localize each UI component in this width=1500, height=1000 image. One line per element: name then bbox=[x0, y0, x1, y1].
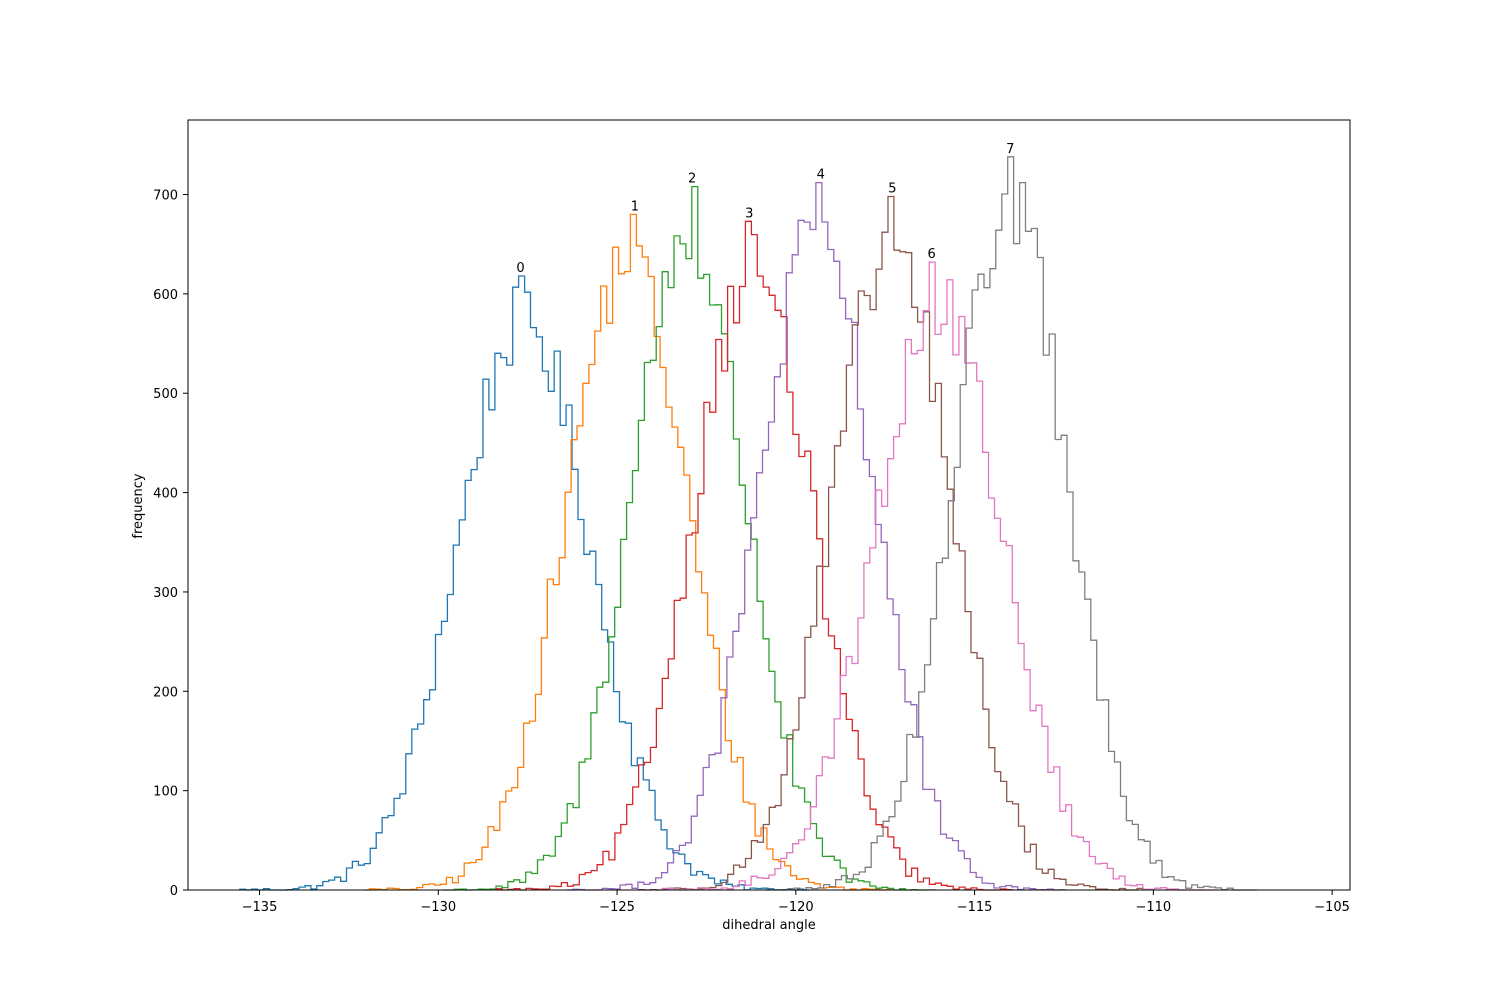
histogram-series-6 bbox=[661, 261, 1215, 891]
peak-label-5: 5 bbox=[888, 182, 896, 197]
peak-label-3: 3 bbox=[745, 206, 753, 221]
y-tick-label: 300 bbox=[153, 586, 178, 601]
y-tick-label: 400 bbox=[153, 487, 178, 502]
peak-label-7: 7 bbox=[1006, 142, 1014, 157]
peak-label-0: 0 bbox=[516, 261, 524, 276]
y-tick-label: 600 bbox=[153, 288, 178, 303]
peak-label-1: 1 bbox=[631, 199, 639, 214]
plot-frame bbox=[187, 119, 1351, 891]
y-axis: 0 100 200 300 400 500 600 700 bbox=[153, 189, 188, 899]
y-tick-label: 200 bbox=[153, 685, 178, 700]
histogram-series bbox=[239, 156, 1257, 891]
y-tick-label: 700 bbox=[153, 189, 178, 204]
x-tick-label: −105 bbox=[1314, 900, 1350, 915]
x-tick-label: −115 bbox=[957, 900, 993, 915]
x-tick-label: −135 bbox=[242, 900, 278, 915]
x-axis-label: dihedral angle bbox=[722, 918, 815, 933]
x-tick-label: −130 bbox=[420, 900, 456, 915]
histogram-series-4 bbox=[566, 181, 1066, 891]
x-tick-label: −125 bbox=[599, 900, 635, 915]
histogram-series-3 bbox=[495, 220, 1014, 891]
y-tick-label: 500 bbox=[153, 387, 178, 402]
histogram-series-7 bbox=[764, 156, 1257, 891]
peak-label-6: 6 bbox=[928, 247, 936, 262]
peak-labels: 0 1 2 3 4 5 6 7 bbox=[516, 142, 1014, 276]
y-axis-label: frequency bbox=[131, 473, 146, 539]
x-tick-label: −110 bbox=[1135, 900, 1171, 915]
histogram-series-0 bbox=[239, 275, 810, 891]
y-tick-label: 100 bbox=[153, 785, 178, 800]
x-tick-label: −120 bbox=[778, 900, 814, 915]
histogram-series-5 bbox=[638, 195, 1144, 891]
y-tick-label: 0 bbox=[170, 884, 178, 899]
histogram-series-1 bbox=[363, 213, 893, 891]
peak-label-4: 4 bbox=[817, 168, 825, 183]
histogram-series-2 bbox=[442, 185, 936, 891]
x-axis: −135 −130 −125 −120 −115 −110 −105 bbox=[242, 890, 1350, 915]
peak-label-2: 2 bbox=[688, 172, 696, 187]
